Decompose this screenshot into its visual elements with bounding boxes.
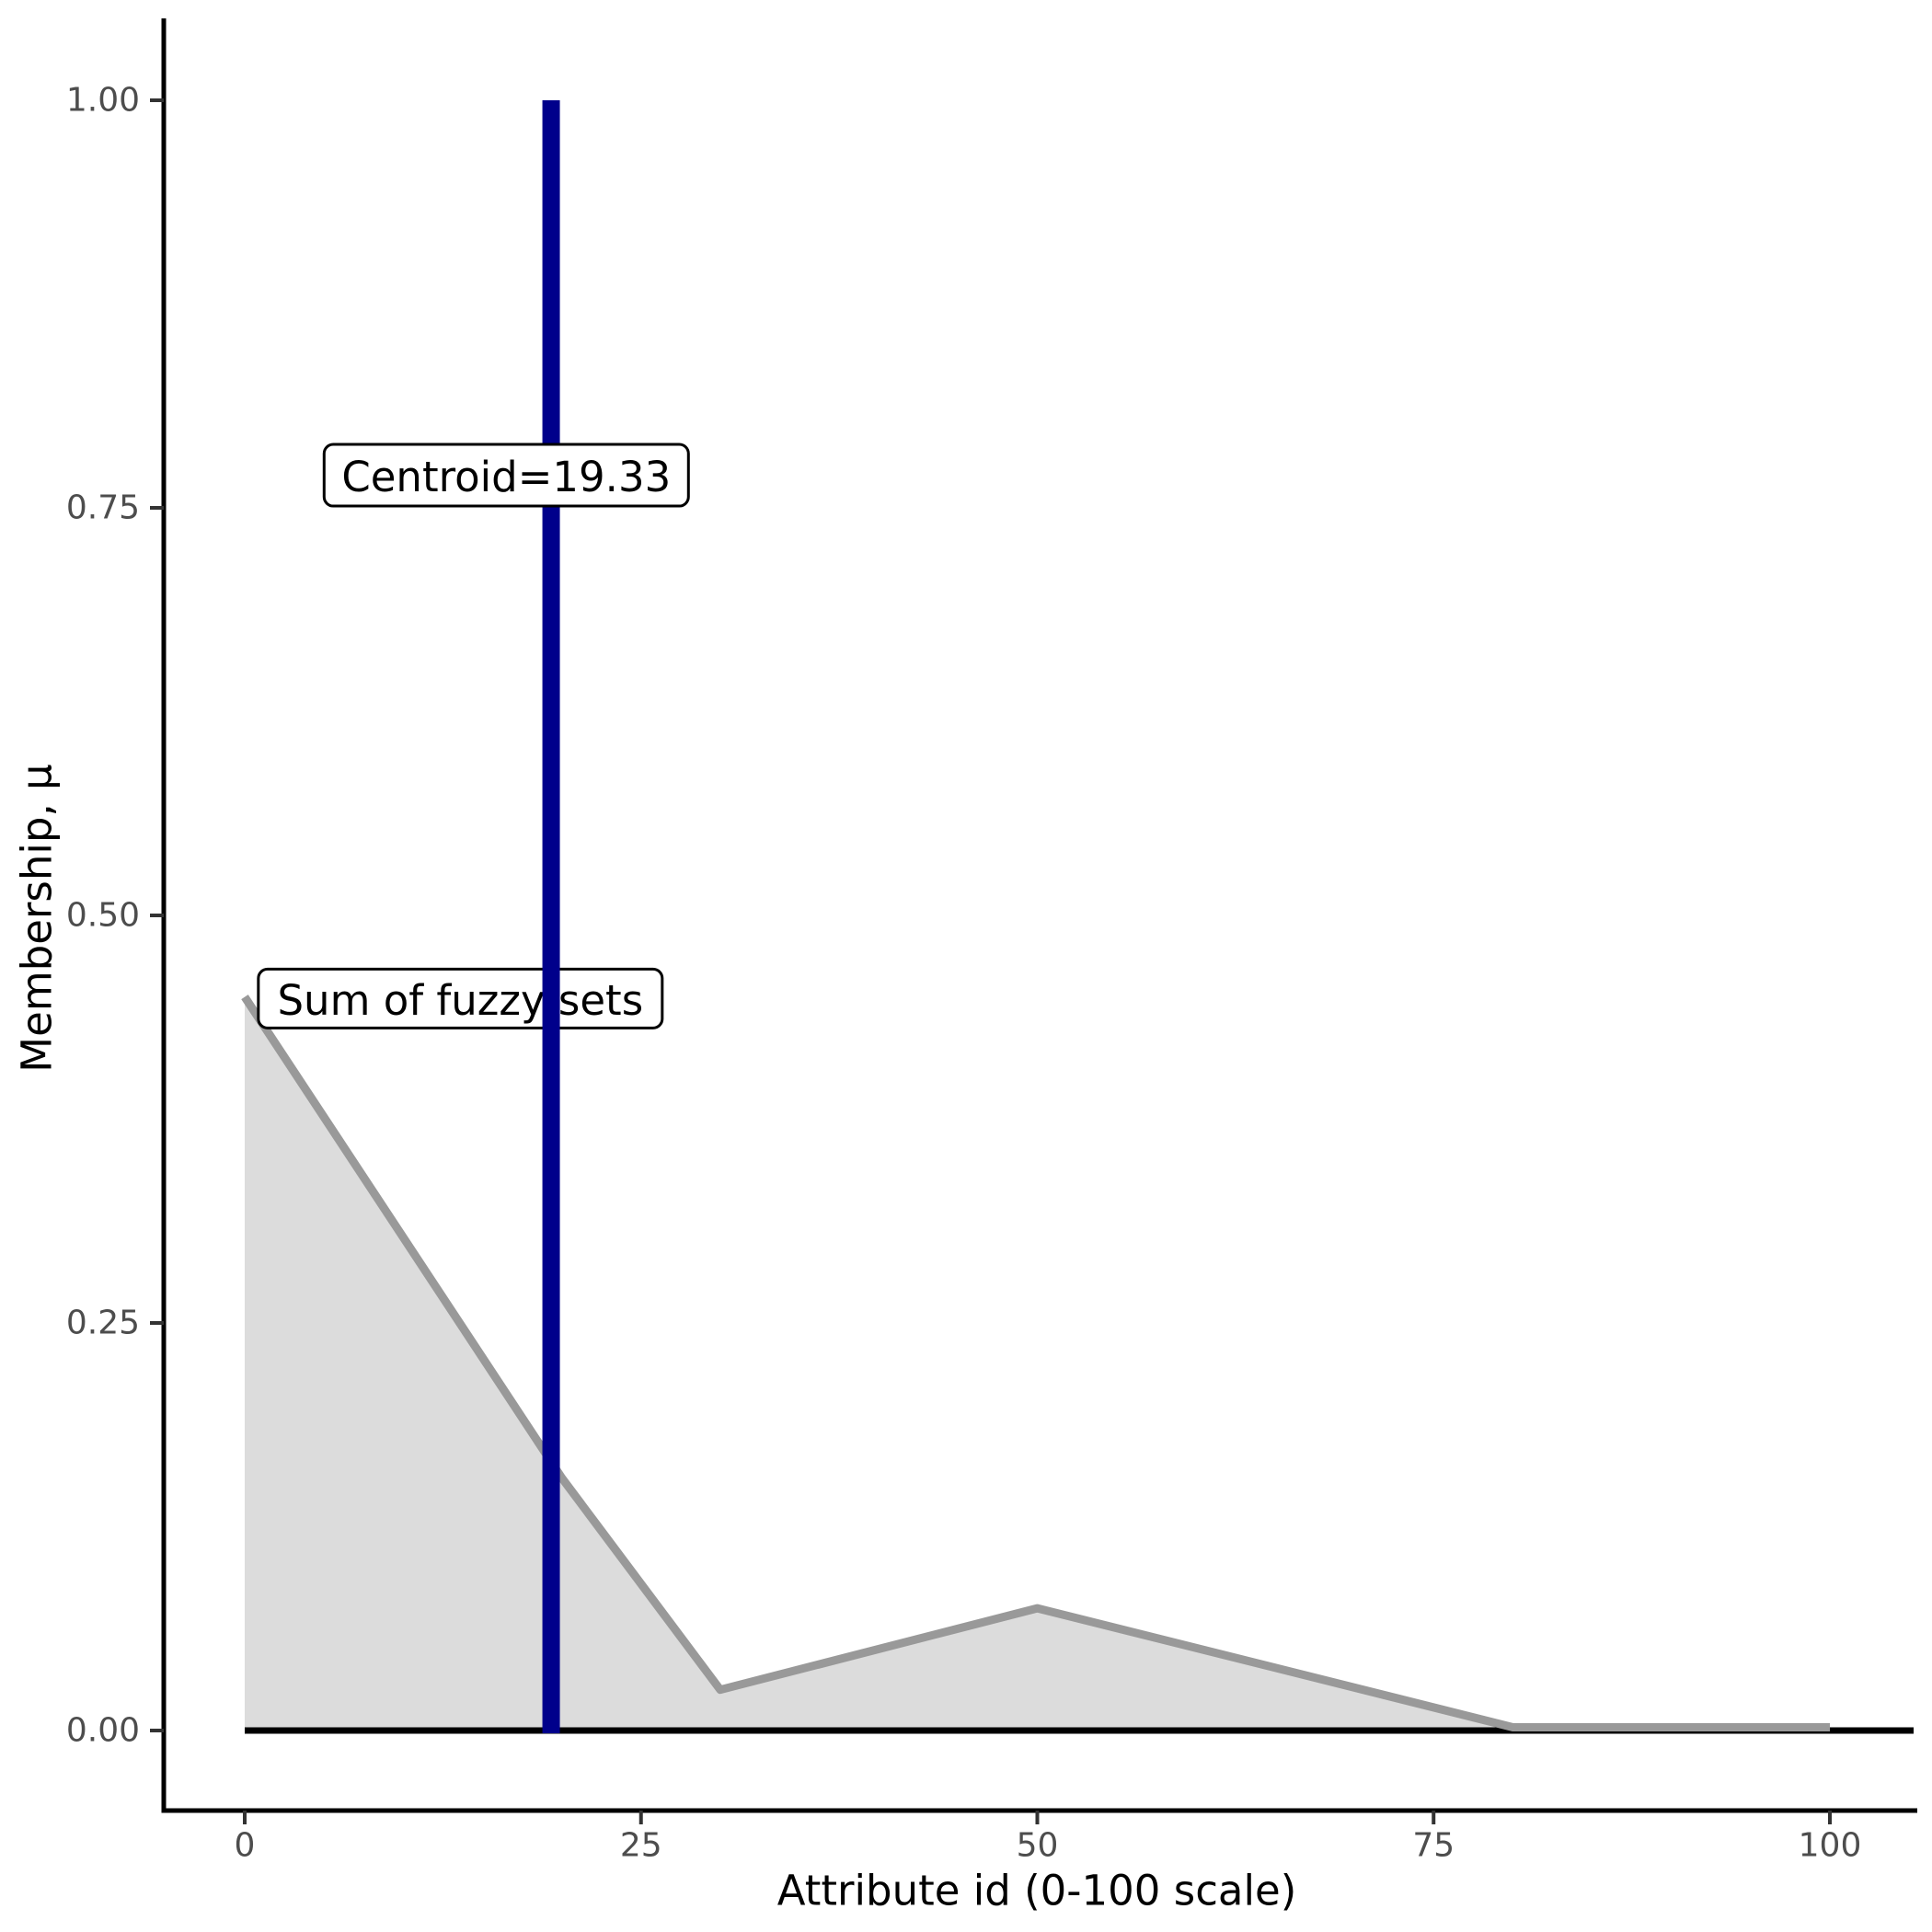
y-tick-label: 1.00 <box>66 82 140 120</box>
centroid-label-box <box>322 443 690 508</box>
annotations-over-layer: Centroid=19.33 <box>322 443 690 508</box>
annotations-under-layer: Sum of fuzzy sets <box>257 967 664 1029</box>
membership-curve <box>241 995 1830 1731</box>
sum-label: Sum of fuzzy sets <box>257 967 664 1029</box>
y-axis-title: Membership, μ <box>13 764 62 1072</box>
y-tick-label: 0.75 <box>66 489 140 527</box>
x-tick-label: 75 <box>1412 1827 1455 1865</box>
x-tick-label: 50 <box>1017 1827 1059 1865</box>
area-fill <box>245 996 1830 1731</box>
y-tick-label: 0.25 <box>66 1305 140 1342</box>
x-axis-title: Attribute id (0-100 scale) <box>777 1867 1297 1915</box>
centroid-label-text: Centroid=19.33 <box>341 453 671 501</box>
x-tick-label: 25 <box>620 1827 662 1865</box>
sum-label-text: Sum of fuzzy sets <box>277 976 643 1025</box>
sum-label-box <box>257 967 664 1029</box>
axis-ticks: 0 25 50 75 100 0.00 0.25 0.50 0.75 1.00 <box>66 82 1862 1865</box>
y-tick-label: 0.50 <box>66 897 140 935</box>
centroid-label: Centroid=19.33 <box>322 443 690 508</box>
x-tick-label: 0 <box>235 1827 256 1865</box>
x-tick-label: 100 <box>1799 1827 1862 1865</box>
geoms-layer <box>241 995 1914 1734</box>
y-tick-label: 0.00 <box>66 1712 140 1750</box>
